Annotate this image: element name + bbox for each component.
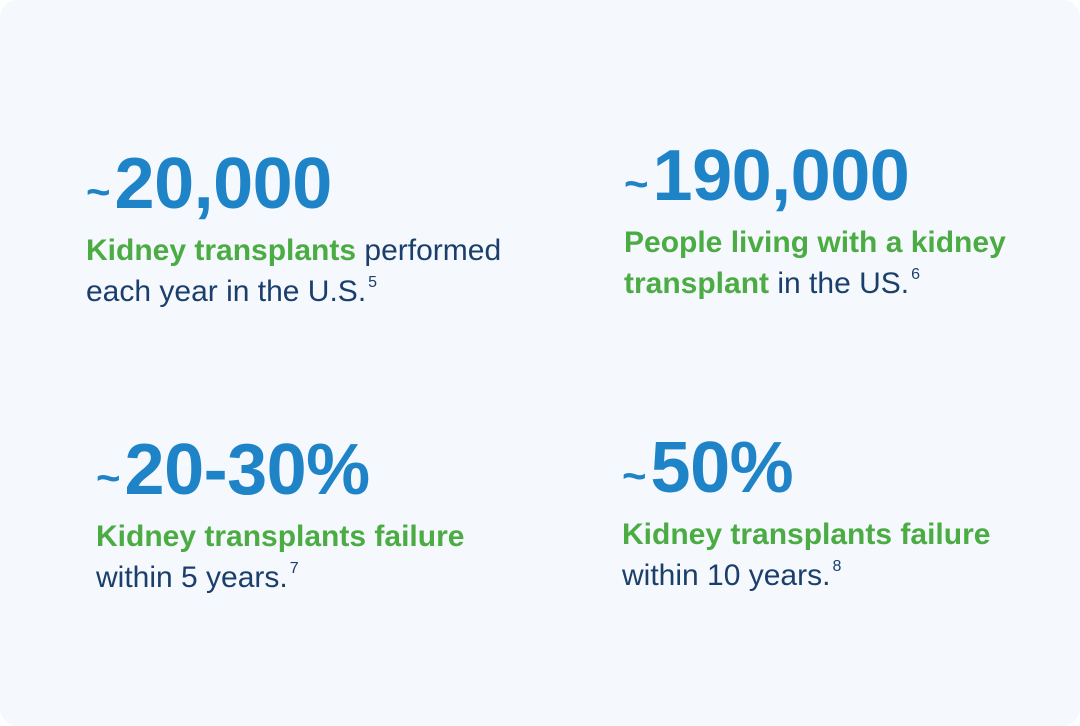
stat-failure-10-years: ~50% Kidney transplants failure within 1… (622, 432, 990, 596)
approx-sign: ~ (86, 168, 111, 215)
stat-highlight: People living with a kidney (624, 226, 1006, 259)
stat-text: performed (356, 234, 502, 267)
footnote-ref: 7 (289, 560, 299, 577)
stat-description: Kidney transplants failure within 5 year… (96, 516, 464, 598)
stat-value: 50% (650, 428, 794, 508)
stat-people-living: ~190,000 People living with a kidney tra… (624, 140, 1006, 304)
approx-sign: ~ (96, 454, 121, 501)
stat-value: 20-30% (124, 430, 371, 510)
footnote-ref: 6 (911, 266, 921, 283)
stat-description: Kidney transplants failure within 10 yea… (622, 514, 990, 596)
stat-text: within 10 years. (622, 559, 831, 592)
footnote-ref: 8 (832, 558, 842, 575)
approx-sign: ~ (622, 452, 647, 499)
stat-figure: ~190,000 (624, 140, 1006, 212)
stat-value: 190,000 (652, 136, 910, 216)
stat-text: within 5 years. (96, 561, 288, 594)
stat-figure: ~20,000 (86, 148, 501, 220)
stat-value: 20,000 (114, 144, 333, 224)
stat-figure: ~20-30% (96, 434, 464, 506)
stat-transplants-per-year: ~20,000 Kidney transplants performed eac… (86, 148, 501, 312)
footnote-ref: 5 (368, 274, 378, 291)
stat-description: Kidney transplants performed each year i… (86, 230, 501, 312)
stat-text: in the US. (769, 267, 910, 300)
stat-highlight: Kidney transplants failure (622, 518, 991, 551)
approx-sign: ~ (624, 160, 649, 207)
stat-highlight: Kidney transplants failure (96, 520, 465, 553)
stat-highlight: transplant (624, 267, 770, 300)
stat-figure: ~50% (622, 432, 990, 504)
stat-failure-5-years: ~20-30% Kidney transplants failure withi… (96, 434, 464, 598)
stat-description: People living with a kidney transplant i… (624, 222, 1006, 304)
stat-highlight: Kidney transplants (86, 234, 357, 267)
stat-text: each year in the U.S. (86, 275, 367, 308)
